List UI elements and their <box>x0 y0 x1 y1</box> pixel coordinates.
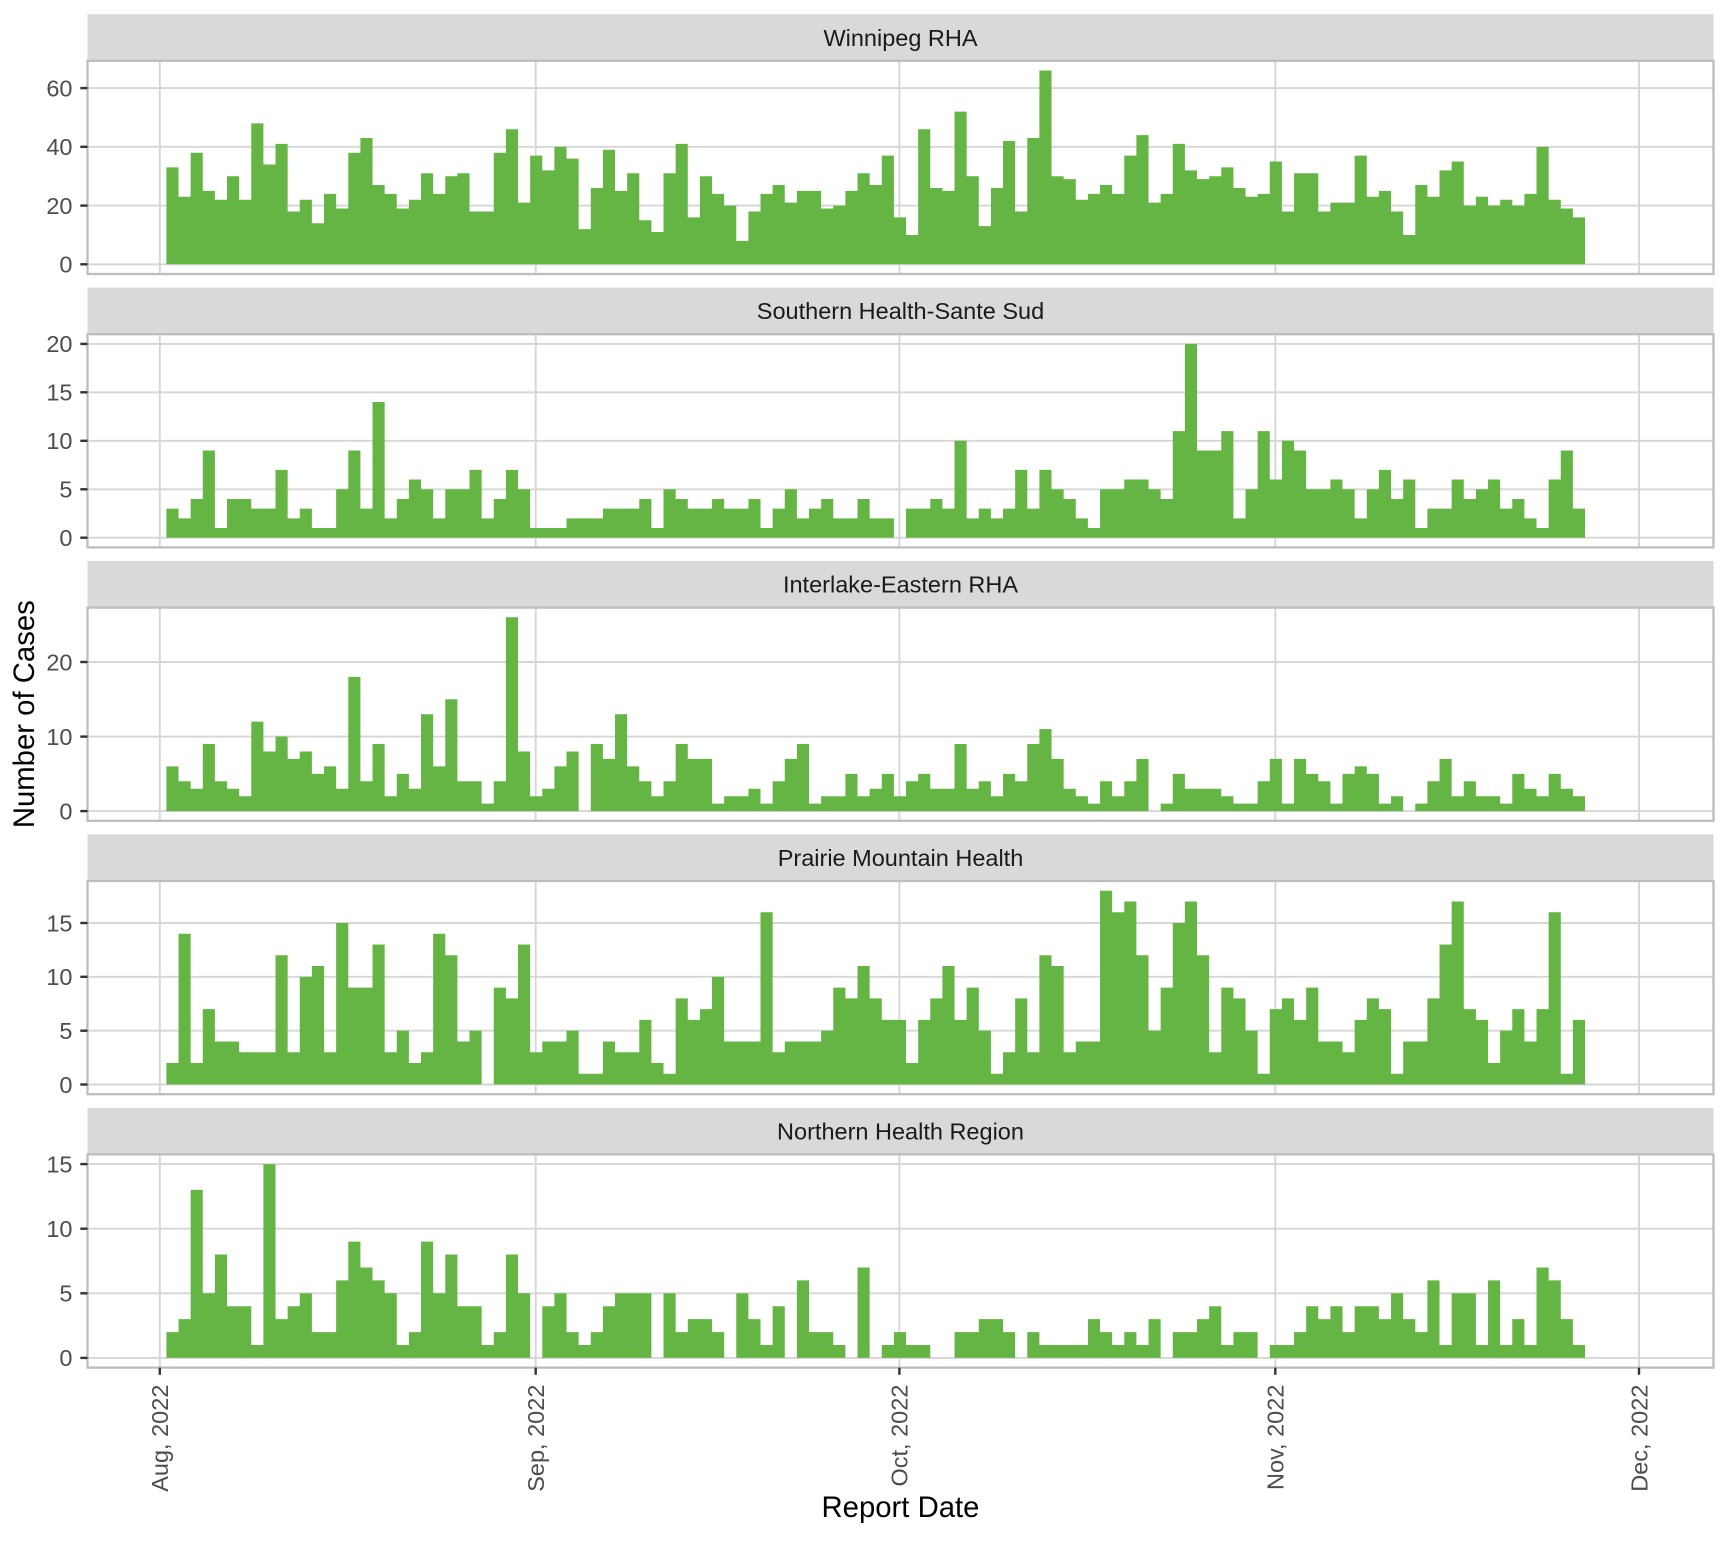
svg-text:10: 10 <box>46 428 72 454</box>
svg-text:10: 10 <box>46 724 72 750</box>
svg-text:Aug, 2022: Aug, 2022 <box>147 1385 173 1492</box>
svg-text:60: 60 <box>46 75 72 101</box>
svg-text:0: 0 <box>59 1345 72 1371</box>
svg-text:Winnipeg RHA: Winnipeg RHA <box>823 25 977 51</box>
svg-text:Dec, 2022: Dec, 2022 <box>1626 1385 1652 1492</box>
svg-text:20: 20 <box>46 193 72 219</box>
svg-text:Oct, 2022: Oct, 2022 <box>887 1385 913 1487</box>
svg-text:Nov, 2022: Nov, 2022 <box>1263 1385 1289 1490</box>
svg-text:5: 5 <box>59 1281 72 1307</box>
svg-text:40: 40 <box>46 134 72 160</box>
svg-text:5: 5 <box>59 477 72 503</box>
svg-text:Interlake-Eastern RHA: Interlake-Eastern RHA <box>783 572 1018 598</box>
svg-text:0: 0 <box>59 525 72 551</box>
svg-text:20: 20 <box>46 331 72 357</box>
svg-text:10: 10 <box>46 964 72 990</box>
svg-text:20: 20 <box>46 649 72 675</box>
svg-text:15: 15 <box>46 910 72 936</box>
svg-text:15: 15 <box>46 1151 72 1177</box>
svg-text:Prairie Mountain Health: Prairie Mountain Health <box>778 845 1024 871</box>
svg-text:Number of Cases: Number of Cases <box>8 600 41 828</box>
svg-text:Sep, 2022: Sep, 2022 <box>523 1385 549 1492</box>
svg-text:10: 10 <box>46 1216 72 1242</box>
svg-text:0: 0 <box>59 252 72 278</box>
svg-text:0: 0 <box>59 1072 72 1098</box>
svg-text:5: 5 <box>59 1018 72 1044</box>
svg-text:Southern Health-Sante Sud: Southern Health-Sante Sud <box>757 298 1044 324</box>
svg-text:0: 0 <box>59 798 72 824</box>
svg-text:15: 15 <box>46 380 72 406</box>
svg-text:Northern Health Region: Northern Health Region <box>777 1118 1024 1144</box>
svg-text:Report Date: Report Date <box>822 1491 980 1524</box>
